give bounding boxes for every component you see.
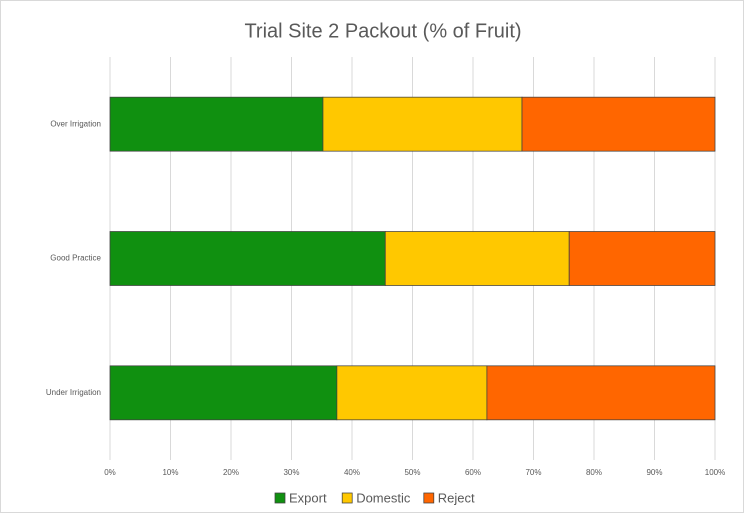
legend-swatch: [341, 492, 353, 504]
x-tick-label: 70%: [525, 468, 541, 477]
bar-segment: [521, 96, 716, 152]
bar-segment: [568, 231, 716, 286]
bar-segment: [322, 96, 523, 152]
x-tick-label: 90%: [646, 468, 662, 477]
x-tick-label: 0%: [104, 468, 116, 477]
bar-segment: [486, 365, 716, 421]
legend-label: Export: [289, 490, 327, 505]
x-tick-label: 80%: [586, 468, 602, 477]
legend-label: Reject: [438, 490, 475, 505]
bar-segment: [109, 231, 386, 286]
y-tick-label: Under Irrigation: [46, 388, 101, 397]
y-tick-label: Good Practice: [50, 254, 101, 263]
legend-swatch: [423, 492, 435, 504]
chart-title: Trial Site 2 Packout (% of Fruit): [244, 20, 521, 42]
x-tick-label: 50%: [404, 468, 420, 477]
legend-label: Domestic: [356, 490, 411, 505]
legend-swatch: [274, 492, 286, 504]
bar-segment: [336, 365, 488, 421]
x-tick-label: 10%: [162, 468, 178, 477]
x-tick-label: 30%: [283, 468, 299, 477]
y-tick-label: Over Irrigation: [50, 119, 101, 128]
x-tick-label: 60%: [465, 468, 481, 477]
bar-segment: [384, 231, 570, 286]
x-tick-label: 20%: [223, 468, 239, 477]
x-tick-label: 100%: [705, 468, 725, 477]
bar-segment: [109, 96, 324, 152]
x-tick-label: 40%: [344, 468, 360, 477]
bar-segment: [109, 365, 338, 421]
